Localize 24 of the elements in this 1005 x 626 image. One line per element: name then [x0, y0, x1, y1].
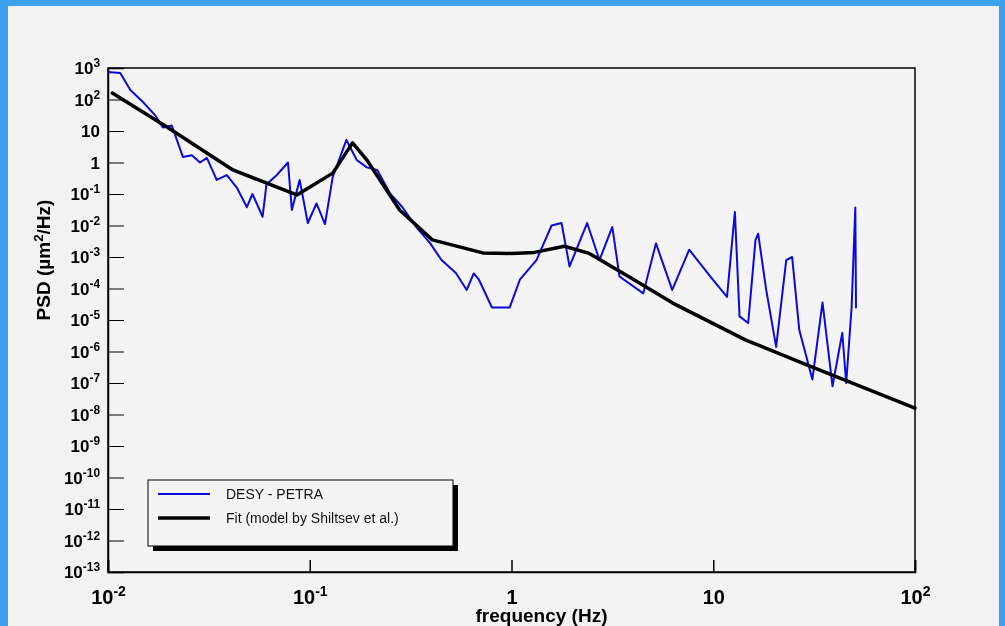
y-tick-label: 10$^{-1}$ — [70, 182, 101, 205]
legend-label: Fit (model by Shiltsev et al.) — [226, 509, 399, 526]
x-tick-label: 10$^{2}$ — [900, 583, 931, 608]
y-tick-label: 10 — [81, 122, 100, 142]
y-tick-label: 10$^{-3}$ — [70, 245, 101, 268]
y-tick-label: 10$^{-7}$ — [70, 371, 101, 394]
y-tick-label: 10$^{-11}$ — [64, 497, 101, 520]
y-tick-label: 10$^{-8}$ — [70, 402, 101, 425]
y-tick-label: 10$^{-13}$ — [63, 560, 101, 583]
x-axis-title: frequency (Hz) — [475, 605, 608, 626]
y-tick-label: 10$^{-12}$ — [63, 528, 101, 551]
y-tick-label: 10$^{-10}$ — [63, 465, 101, 488]
x-tick-label: 10$^{-1}$ — [292, 583, 328, 608]
y-tick-label: 10$^{2}$ — [74, 87, 101, 110]
legend-label: DESY - PETRA — [226, 485, 324, 502]
y-tick-label: 10$^{-9}$ — [70, 434, 101, 457]
y-tick-label: 10$^{3}$ — [74, 56, 101, 79]
y-tick-label: 10$^{-5}$ — [70, 308, 101, 331]
y-tick-label: 10$^{-6}$ — [70, 339, 101, 362]
x-tick-label: 10 — [702, 586, 725, 608]
y-tick-label: 1 — [90, 153, 100, 173]
x-tick-label: 1 — [506, 586, 518, 608]
y-tick-label: 10$^{-2}$ — [70, 213, 101, 236]
y-tick-label: 10$^{-4}$ — [70, 276, 101, 299]
